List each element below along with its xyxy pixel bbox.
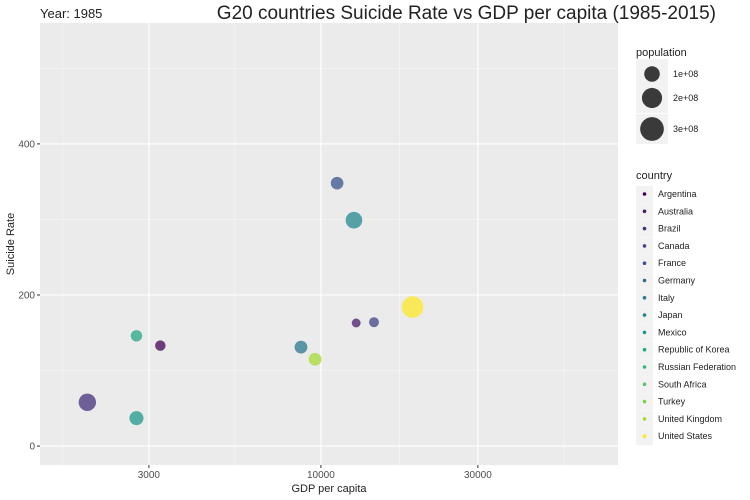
grid <box>40 23 618 465</box>
y-axis: 0 200 400 <box>18 139 40 453</box>
color-legend-label: Italy <box>658 293 675 303</box>
color-legend-symbol <box>642 365 647 369</box>
color-legend-label: Germany <box>658 276 696 286</box>
color-legend-symbol <box>642 209 647 214</box>
size-legend-label: 1e+08 <box>673 69 698 79</box>
color-legend-label: Russian Federation <box>658 362 736 372</box>
data-point <box>369 317 379 328</box>
y-tick-label: 0 <box>29 442 35 453</box>
data-point <box>330 176 344 190</box>
data-point <box>130 330 143 342</box>
x-axis-label: GDP per capita <box>291 483 367 495</box>
data-points <box>78 176 424 426</box>
size-legend-symbol <box>641 87 663 109</box>
color-legend-symbol <box>642 192 647 196</box>
data-point <box>345 211 363 229</box>
color-legend-symbol <box>642 261 647 266</box>
color-legend-symbol <box>642 434 647 439</box>
x-tick-label: 10000 <box>307 470 335 481</box>
color-legend: country Argentina Australia Brazil Canada Fr… <box>636 170 736 446</box>
color-legend-label: South Africa <box>658 379 707 389</box>
color-legend-symbol <box>642 382 647 387</box>
size-legend: population 1e+08 2e+08 3e+08 <box>636 47 698 144</box>
color-legend-label: Mexico <box>658 327 687 337</box>
color-legend-label: Turkey <box>658 397 686 407</box>
color-legend-symbol <box>642 313 647 317</box>
size-legend-label: 3e+08 <box>673 124 698 134</box>
color-legend-symbol <box>642 399 647 404</box>
data-point <box>129 411 144 426</box>
data-point <box>294 340 308 354</box>
data-point <box>155 340 166 351</box>
color-legend-label: United States <box>658 431 713 441</box>
color-legend-symbol <box>642 347 647 352</box>
chart-subtitle: Year: 1985 <box>40 6 102 21</box>
color-legend-label: Argentina <box>658 189 697 199</box>
chart-title: G20 countries Suicide Rate vs GDP per ca… <box>217 3 716 24</box>
color-legend-label: United Kingdom <box>658 414 722 424</box>
size-legend-title: population <box>636 47 687 59</box>
data-point <box>78 393 97 411</box>
color-legend-label: France <box>658 258 686 268</box>
color-legend-label: Canada <box>658 241 690 251</box>
x-tick-label: 3000 <box>138 470 161 481</box>
data-point <box>401 296 424 318</box>
y-tick-label: 400 <box>18 139 35 150</box>
size-legend-symbol <box>644 66 660 82</box>
color-legend-symbol <box>642 226 647 231</box>
y-tick-label: 200 <box>18 291 35 302</box>
data-point <box>308 352 322 366</box>
color-legend-label: Republic of Korea <box>658 345 730 355</box>
color-legend-label: Brazil <box>658 224 681 234</box>
size-legend-symbol <box>640 117 664 141</box>
x-axis: 3000 10000 30000 <box>138 465 492 481</box>
color-legend-symbol <box>642 417 647 421</box>
color-legend-symbol <box>642 296 647 300</box>
color-legend-symbol <box>642 278 647 283</box>
color-legend-symbol <box>642 330 647 335</box>
color-legend-label: Japan <box>658 310 683 320</box>
color-legend-label: Australia <box>658 206 693 216</box>
color-legend-title: country <box>636 170 673 182</box>
size-legend-label: 2e+08 <box>673 93 698 103</box>
y-axis-label: Suicide Rate <box>5 213 17 275</box>
plot-panel <box>40 23 618 465</box>
x-tick-label: 30000 <box>464 470 492 481</box>
color-legend-symbol <box>642 244 647 248</box>
data-point <box>351 318 361 328</box>
